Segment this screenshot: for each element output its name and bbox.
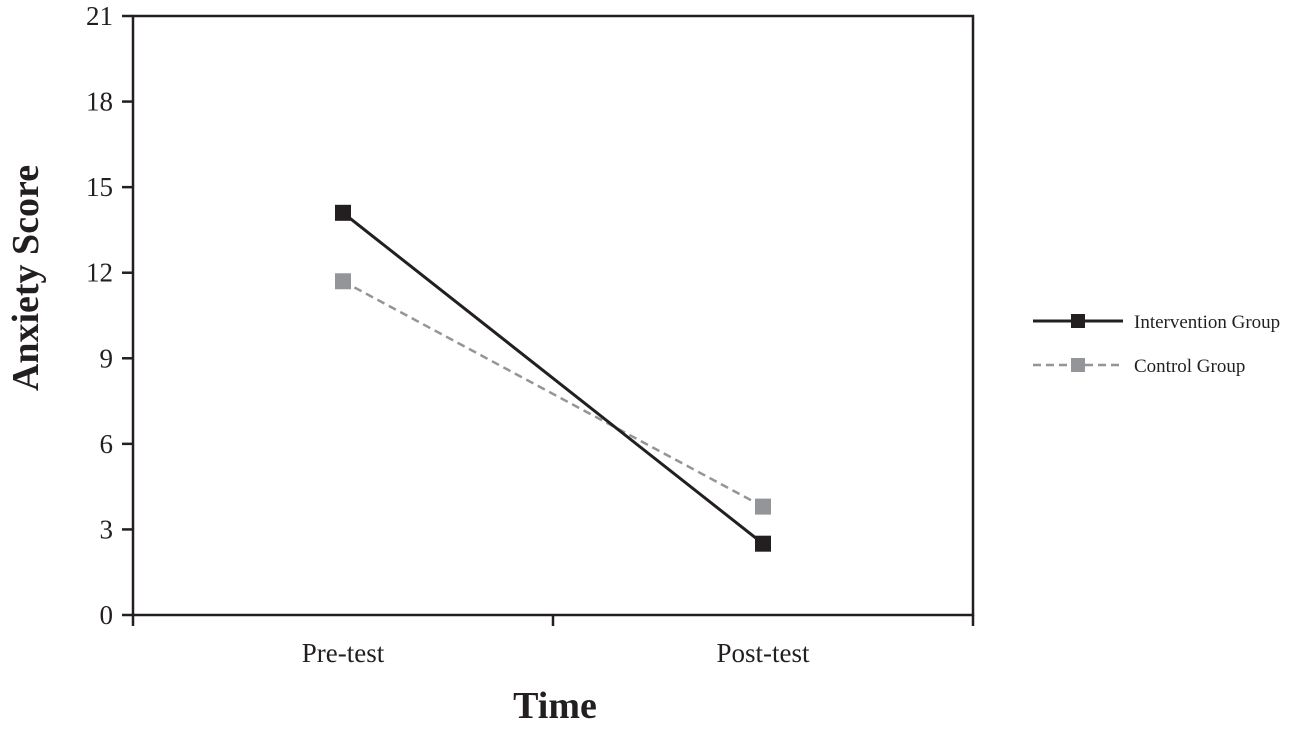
data-point — [755, 535, 771, 552]
x-tick-label: Pre-test — [302, 638, 385, 668]
y-axis: 0 3 6 9 12 15 18 21 — [86, 1, 133, 630]
plot-frame — [131, 14, 975, 617]
y-tick-label: 3 — [100, 514, 114, 544]
series-line — [342, 211, 764, 545]
data-point — [755, 498, 771, 515]
series-layer — [335, 204, 771, 552]
x-axis-title: Time — [513, 685, 597, 727]
series-line — [342, 280, 764, 508]
legend: Intervention Group Control Group — [1033, 312, 1280, 377]
y-tick-label: 9 — [100, 343, 114, 373]
data-point — [335, 273, 351, 290]
legend-label: Intervention Group — [1134, 312, 1280, 333]
y-tick-label: 6 — [100, 429, 114, 459]
y-tick-label: 18 — [86, 87, 113, 117]
x-tick-label: Post-test — [716, 638, 810, 668]
y-tick-label: 12 — [86, 258, 113, 288]
data-point — [335, 204, 351, 221]
legend-marker — [1071, 358, 1085, 372]
y-tick-label: 0 — [100, 600, 114, 630]
legend-marker — [1071, 314, 1085, 328]
y-tick-label: 15 — [86, 172, 113, 202]
y-tick-label: 21 — [86, 1, 113, 31]
y-axis-title: Anxiety Score — [5, 165, 47, 391]
x-axis: Pre-test Post-test — [131, 615, 975, 668]
legend-label: Control Group — [1134, 356, 1245, 377]
